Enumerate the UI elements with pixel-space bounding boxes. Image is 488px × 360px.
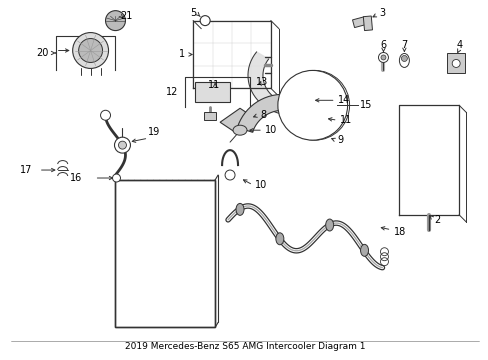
Polygon shape (237, 94, 327, 132)
Circle shape (294, 87, 330, 123)
Text: 4: 4 (455, 40, 461, 50)
Text: 10: 10 (264, 125, 277, 135)
Text: 12: 12 (165, 87, 178, 97)
Text: 13: 13 (255, 77, 267, 87)
Bar (352, 17, 366, 28)
Text: 15: 15 (359, 100, 371, 110)
Circle shape (118, 141, 126, 149)
Bar (363, 16, 372, 31)
Polygon shape (247, 52, 306, 115)
Text: 6: 6 (380, 40, 386, 50)
Circle shape (277, 71, 347, 140)
Text: 8: 8 (260, 110, 265, 120)
Bar (203, 112, 216, 120)
Text: 14: 14 (337, 95, 349, 105)
Polygon shape (220, 108, 254, 132)
Ellipse shape (360, 244, 368, 256)
Text: 1: 1 (179, 49, 185, 59)
Text: 7: 7 (401, 40, 407, 50)
Circle shape (285, 78, 339, 132)
Text: 18: 18 (394, 227, 406, 237)
Circle shape (79, 39, 102, 62)
Bar (195, 82, 229, 102)
Text: 9: 9 (337, 135, 343, 145)
Text: 11: 11 (339, 115, 351, 125)
Bar (115, 180, 215, 328)
Circle shape (73, 32, 108, 68)
Circle shape (112, 174, 120, 182)
Text: 16: 16 (70, 173, 82, 183)
Bar (447, 54, 464, 73)
Circle shape (401, 55, 407, 62)
Circle shape (105, 11, 125, 31)
Ellipse shape (233, 125, 246, 135)
Ellipse shape (275, 233, 283, 245)
Circle shape (380, 55, 385, 60)
Text: 19: 19 (148, 127, 160, 137)
Circle shape (378, 53, 387, 62)
Circle shape (224, 170, 235, 180)
Text: 2: 2 (433, 215, 440, 225)
Ellipse shape (236, 203, 244, 215)
Ellipse shape (399, 54, 408, 67)
Circle shape (312, 97, 318, 103)
Circle shape (200, 15, 210, 26)
Text: 11: 11 (207, 80, 220, 90)
Text: 17: 17 (20, 165, 33, 175)
Text: 10: 10 (254, 180, 266, 190)
Circle shape (114, 137, 130, 153)
Ellipse shape (325, 219, 333, 231)
Circle shape (302, 95, 322, 115)
Bar (296, 103, 328, 130)
Bar (115, 180, 215, 328)
Text: 2019 Mercedes-Benz S65 AMG Intercooler Diagram 1: 2019 Mercedes-Benz S65 AMG Intercooler D… (124, 342, 365, 351)
Text: 5: 5 (189, 8, 196, 18)
Circle shape (451, 59, 459, 67)
Circle shape (101, 110, 110, 120)
Text: 3: 3 (379, 8, 385, 18)
Text: 20: 20 (36, 48, 49, 58)
Text: 21: 21 (120, 11, 133, 21)
